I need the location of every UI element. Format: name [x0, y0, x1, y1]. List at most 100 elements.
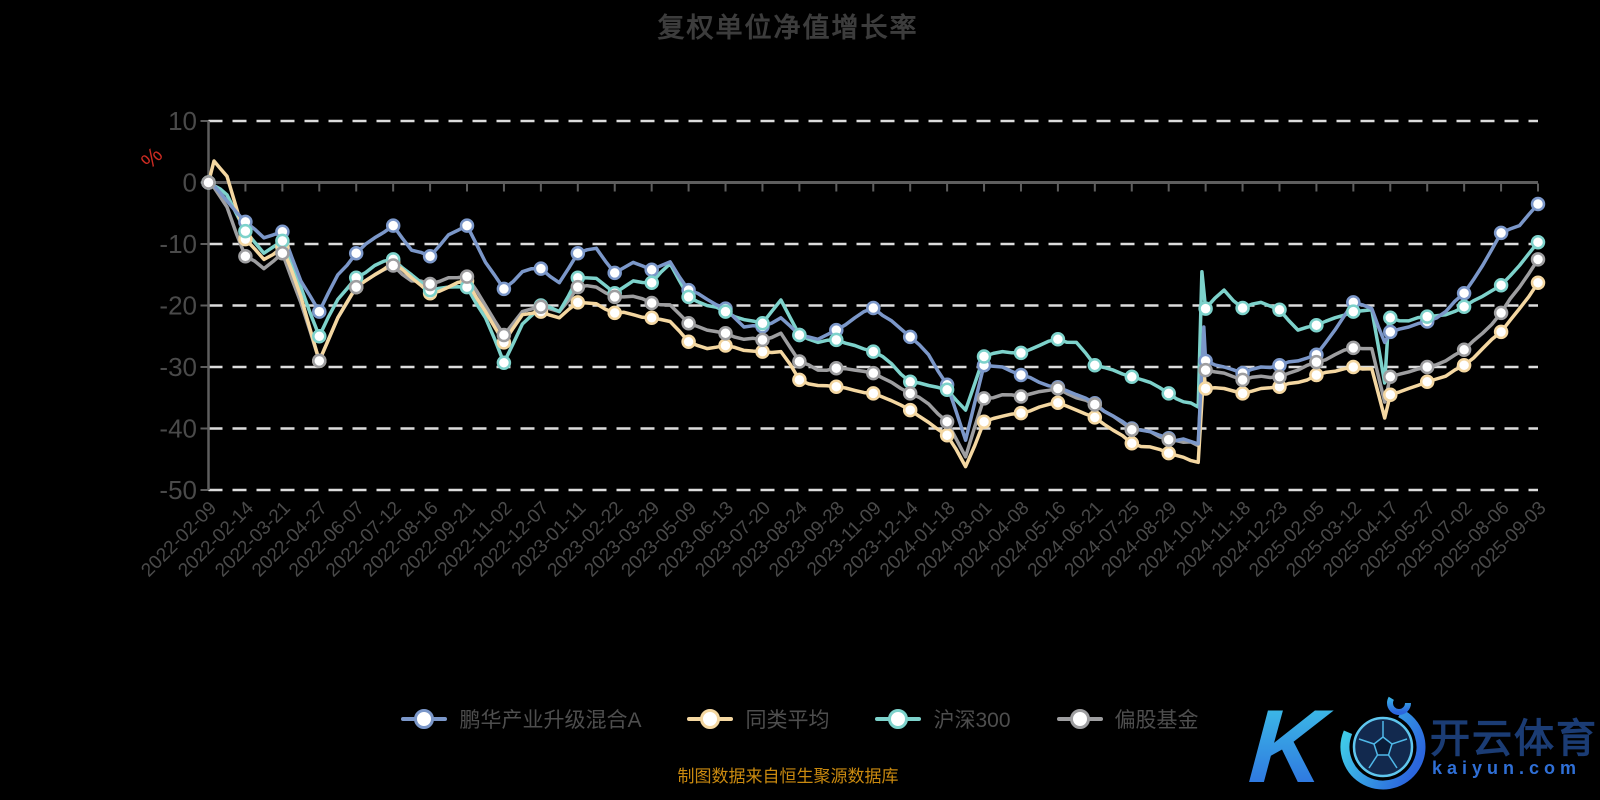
series-marker-3 [422, 276, 438, 292]
series-marker-2 [238, 223, 253, 239]
legend-item-2[interactable]: 沪深300 [875, 704, 1011, 734]
series-marker-0 [1456, 285, 1472, 301]
legend-label: 鹏华产业升级混合A [459, 709, 642, 732]
legend: 鹏华产业升级混合A 同类平均 沪深300 偏股基金 [0, 704, 1600, 734]
legend-item-0[interactable]: 鹏华产业升级混合A [401, 704, 641, 734]
series-marker-0 [312, 304, 327, 319]
legend-label: 偏股基金 [1114, 709, 1199, 732]
legend-item-3[interactable]: 偏股基金 [1056, 704, 1199, 734]
series-marker-3 [718, 325, 733, 341]
series-marker-2 [1198, 301, 1213, 316]
series-marker-0 [533, 261, 549, 276]
legend-line-icon [687, 709, 734, 729]
series-marker-2 [1530, 234, 1546, 250]
series-marker-3 [644, 295, 659, 311]
series-marker-0 [459, 218, 475, 233]
series-marker-3 [1235, 372, 1250, 388]
series-marker-3 [976, 391, 992, 406]
series-marker-1 [1198, 381, 1213, 396]
legend-item-1[interactable]: 同类平均 [687, 704, 829, 734]
series-marker-2 [275, 233, 290, 249]
series-marker-1 [866, 386, 881, 401]
series-marker-1 [681, 334, 696, 350]
series-marker-2 [755, 316, 770, 331]
series-marker-0 [570, 245, 586, 261]
series-marker-0 [1383, 324, 1398, 340]
series-marker-2 [1013, 345, 1029, 361]
series-marker-2 [1456, 299, 1472, 314]
series-marker-2 [496, 355, 512, 370]
legend-dot-icon [414, 709, 435, 729]
data-source-caption: 制图数据来自恒生聚源数据库 [677, 767, 899, 786]
chart-title: 复权单位净值增长率 [657, 13, 919, 43]
series-marker-0 [348, 245, 364, 261]
series-marker-0 [644, 262, 659, 278]
series-marker-3 [1087, 397, 1103, 412]
series-marker-2 [866, 344, 881, 359]
series-marker-1 [718, 338, 733, 353]
series-marker-3 [829, 360, 844, 376]
series-marker-3 [1161, 432, 1176, 447]
y-axis-unit-label: % [136, 142, 168, 174]
series-marker-1 [607, 305, 622, 321]
series-marker-3 [1383, 369, 1398, 385]
series-marker-3 [533, 299, 549, 314]
series-marker-3 [1346, 340, 1361, 356]
y-axis-label: -20 [159, 291, 197, 321]
series-marker-3 [385, 258, 401, 273]
series-marker-3 [1309, 354, 1324, 370]
series-marker-2 [718, 304, 733, 319]
legend-dot-icon [700, 709, 721, 729]
series-marker-1 [1530, 275, 1546, 290]
series-marker-1 [1346, 359, 1361, 375]
series-marker-2 [1235, 300, 1250, 316]
series-marker-3 [902, 386, 918, 401]
series-marker-3 [1124, 422, 1140, 437]
series-marker-1 [1050, 395, 1066, 410]
series-marker-1 [902, 402, 918, 418]
series-marker-1 [792, 372, 807, 388]
series-marker-1 [1087, 410, 1103, 425]
y-axis-label: -40 [159, 414, 197, 444]
series-marker-2 [829, 332, 844, 348]
series-marker-3 [866, 365, 881, 381]
series-marker-2 [976, 349, 992, 364]
series-marker-3 [201, 175, 216, 190]
series-marker-3 [1456, 342, 1472, 358]
series-marker-0 [385, 218, 401, 233]
series-markers [201, 175, 1546, 461]
series-marker-3 [792, 354, 807, 369]
series-marker-0 [1272, 357, 1287, 373]
series-marker-3 [939, 414, 955, 429]
series-marker-3 [1530, 252, 1546, 267]
series-marker-1 [1161, 445, 1176, 461]
axes [200, 120, 1539, 491]
soccer-ball-icon [1352, 716, 1414, 778]
series-marker-1 [1013, 405, 1029, 421]
series-marker-3 [348, 279, 364, 295]
watermark-brand-text: 开云体育 [1430, 717, 1598, 761]
series-marker-3 [1050, 381, 1066, 396]
series-marker-2 [1124, 369, 1140, 385]
y-axis-label: -30 [159, 352, 197, 382]
series-marker-0 [1493, 225, 1509, 241]
series-marker-2 [1346, 304, 1361, 319]
series-marker-3 [1272, 369, 1287, 385]
series-marker-3 [275, 245, 290, 261]
series-marker-0 [1013, 367, 1029, 383]
series-marker-2 [1087, 357, 1103, 373]
series-marker-3 [1419, 359, 1435, 375]
series-marker-1 [1124, 436, 1140, 451]
series-marker-0 [607, 265, 622, 281]
series-marker-3 [1013, 389, 1029, 404]
series-marker-0 [866, 300, 881, 316]
series-marker-1 [976, 414, 992, 429]
series-marker-1 [1493, 324, 1509, 340]
series-marker-3 [496, 327, 512, 343]
series-line-3 [206, 180, 1540, 459]
watermark-swirl-curl-icon [1387, 691, 1411, 715]
series-marker-2 [1272, 302, 1287, 318]
series-marker-1 [1235, 386, 1250, 401]
